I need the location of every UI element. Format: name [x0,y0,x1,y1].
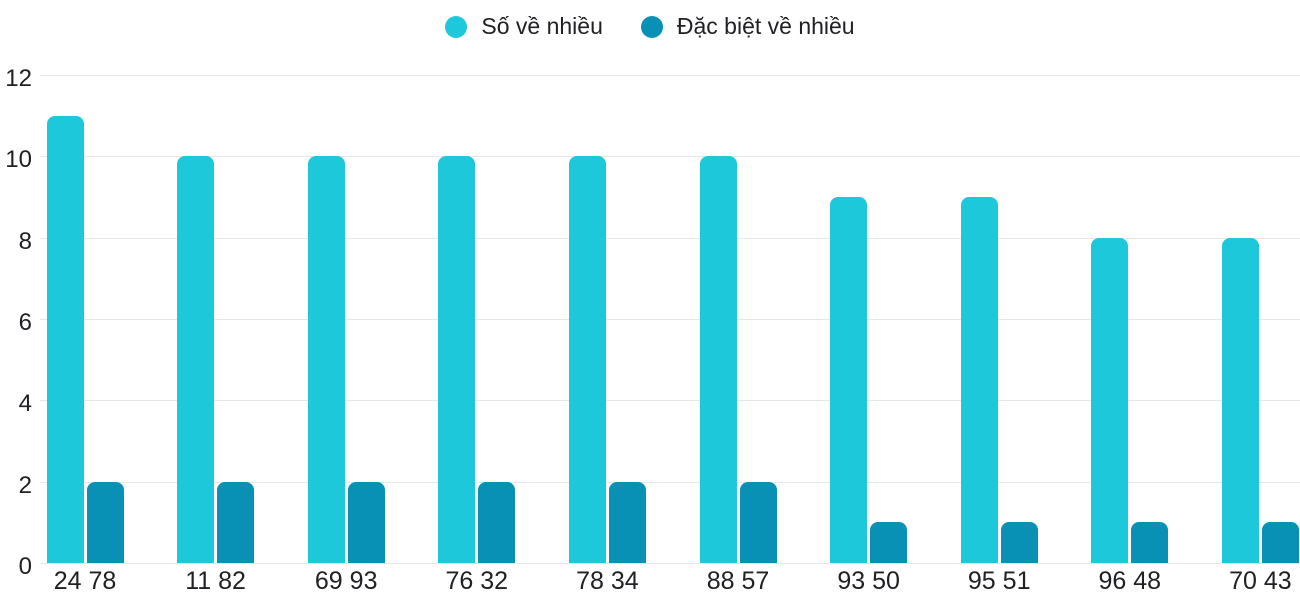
x-tick-label: 24 78 [53,567,117,595]
gridline [40,400,1300,402]
plot-area [40,75,1300,564]
bar-s1-c0 [86,481,124,563]
x-tick-label: 11 82 [185,567,246,595]
chart-legend: Số về nhiều Đặc biệt về nhiều [0,13,1300,40]
y-axis: 0 2 4 6 8 10 12 [0,0,34,600]
legend-item-series-1[interactable]: Đặc biệt về nhiều [640,13,855,40]
bar-group [568,156,646,563]
bar-s1-c3 [478,481,516,563]
bar-s0-c5 [699,156,737,563]
bar-s1-c9 [1261,522,1299,563]
bar-group [830,197,908,563]
bar-s0-c0 [46,115,84,563]
gridline [40,319,1300,320]
bar-group [699,156,777,563]
bar-s1-c2 [347,481,385,563]
bar-group [1091,237,1169,563]
gridline [40,156,1300,158]
bar-group [438,156,516,563]
bar-s0-c6 [830,197,868,563]
bar-s1-c1 [217,481,255,563]
bar-s0-c8 [1091,237,1129,563]
y-tick-label: 12 [5,65,32,92]
gridline [40,75,1300,76]
x-tick-label: 76 32 [445,567,509,595]
bar-s0-c4 [568,156,606,563]
legend-item-series-0[interactable]: Số về nhiều [445,13,603,40]
gridline [40,237,1300,239]
x-tick-label: 78 34 [576,567,639,595]
bar-group [1221,237,1299,563]
y-tick-label: 0 [18,553,32,580]
gridline [40,563,1300,564]
legend-marker-icon [445,15,468,38]
bar-s0-c2 [307,156,345,563]
y-tick-label: 2 [18,471,32,499]
bar-s1-c7 [1000,522,1038,563]
x-tick-label: 69 93 [314,567,378,595]
bar-group [307,156,385,563]
bar-s1-c6 [870,522,908,563]
y-tick-label: 6 [18,309,32,336]
x-axis: 24 78 11 82 69 93 76 32 78 34 88 57 93 50 95 51… [40,567,1300,600]
y-tick-label: 4 [18,390,32,418]
bar-s0-c7 [960,197,998,563]
legend-label: Đặc biệt về nhiều [676,13,855,39]
x-tick-label: 95 51 [967,567,1031,595]
bar-group [46,115,124,563]
bar-s0-c9 [1221,237,1259,563]
bar-s1-c8 [1131,522,1169,563]
x-tick-label: 93 50 [837,567,900,595]
x-tick-label: 88 57 [706,567,770,595]
bar-s1-c5 [739,481,777,563]
bar-s0-c1 [177,156,215,563]
y-tick-label: 10 [5,146,32,174]
x-tick-label: 96 48 [1098,567,1162,595]
bar-group [960,197,1038,563]
legend-marker-icon [640,15,663,38]
bar-s1-c4 [608,481,646,563]
bar-s0-c3 [438,156,476,563]
legend-label: Số về nhiều [481,13,603,39]
y-tick-label: 8 [18,227,32,255]
gridline [40,481,1300,483]
x-tick-label: 70 43 [1229,567,1292,595]
bar-group [177,156,255,563]
